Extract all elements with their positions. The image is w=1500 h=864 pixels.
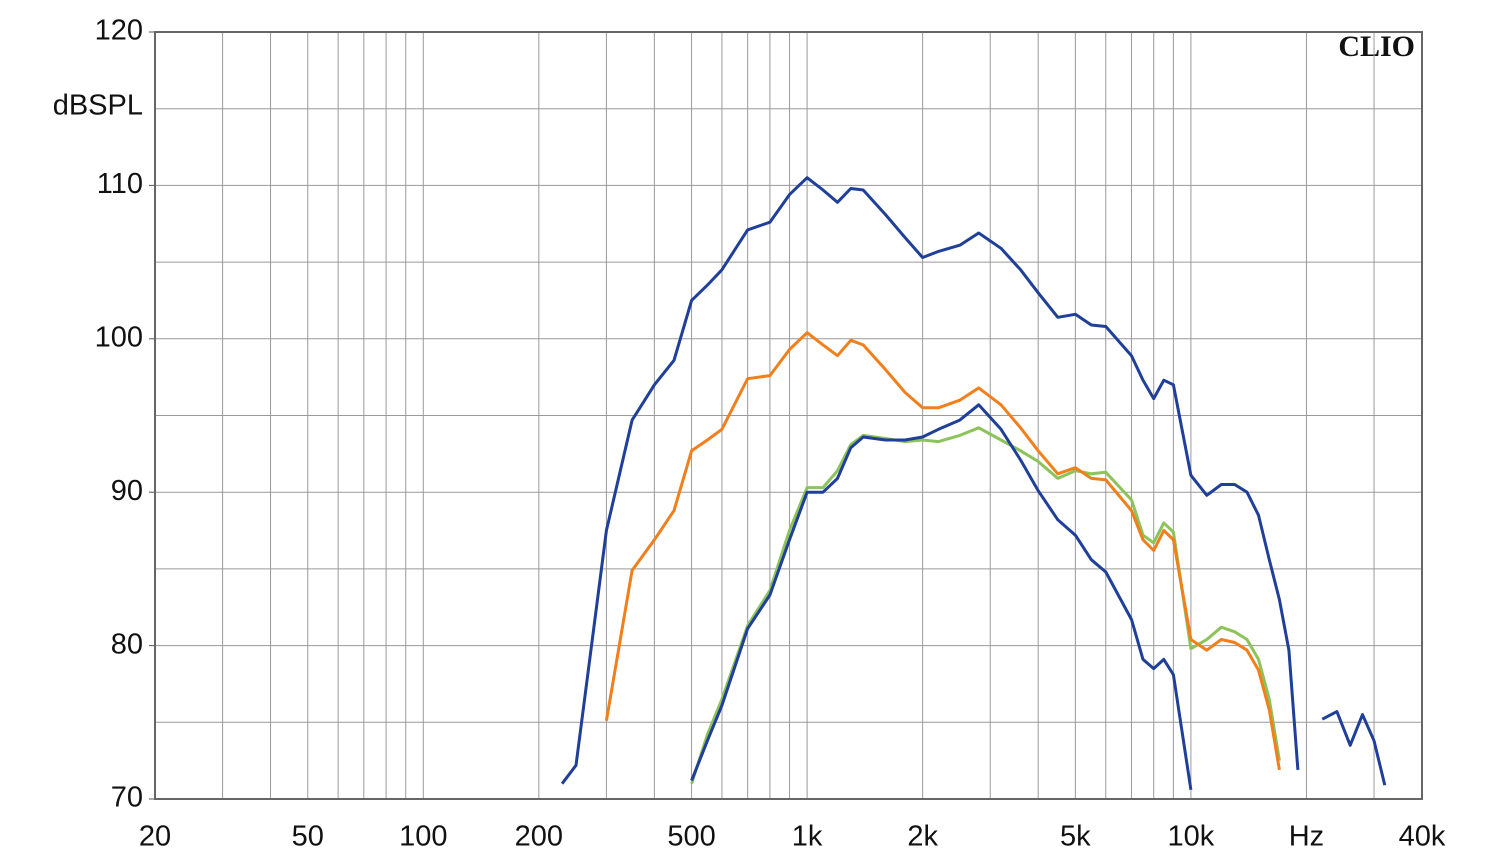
y-tick-label: 70 [111,782,143,814]
x-tick-label: 40k [1399,821,1446,853]
response-curve [560,176,1387,786]
watermark: CLIO [1338,30,1415,63]
y-tick-label: 90 [111,475,143,507]
x-tick-label: 200 [515,821,563,853]
x-tick-label: 50 [292,821,324,853]
x-tick-label: 2k [907,821,938,853]
x-tick-label: 10k [1168,821,1215,853]
x-tick-label: 500 [667,821,715,853]
x-tick-label: 1k [792,821,823,853]
y-tick-label: 110 [97,168,143,200]
response-curve [690,403,1193,791]
plot-border [154,31,1423,800]
y-tick-label: 120 [95,15,143,47]
response-curve [604,331,1281,771]
y-tick-label: 80 [111,628,143,660]
x-tick-label: 5k [1060,821,1091,853]
y-tick-label: 100 [95,321,143,353]
x-tick-label: 100 [399,821,447,853]
x-tick-label: Hz [1289,821,1324,853]
response-curve [690,426,1281,785]
x-tick-label: 20 [139,821,171,853]
y-axis-label: dBSPL [53,90,143,122]
